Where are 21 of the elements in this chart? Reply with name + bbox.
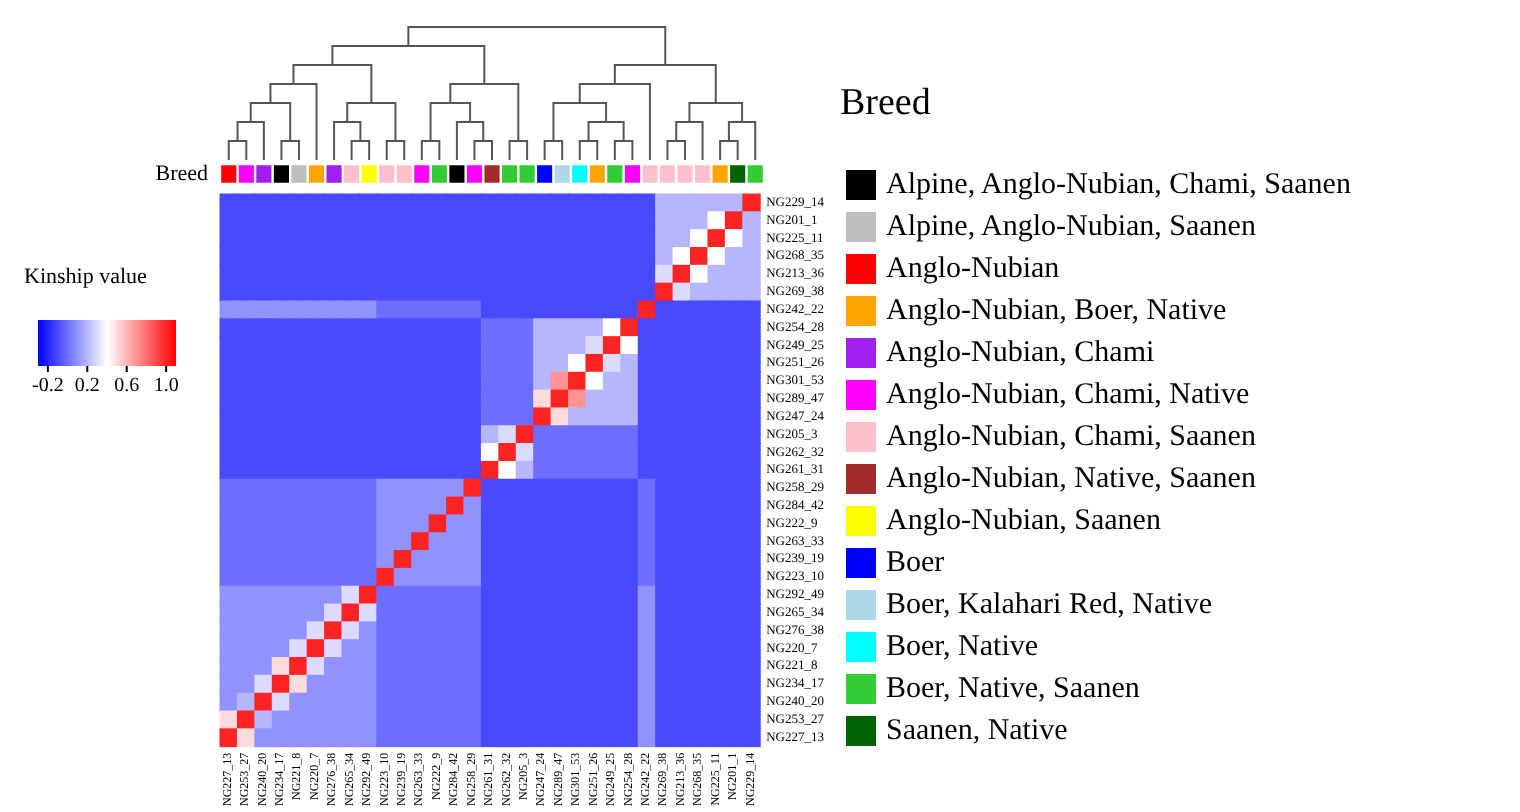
color-bar-label: 0.2 [74, 375, 100, 397]
color-bar-label: -0.2 [32, 375, 64, 397]
color-bar-label: 0.6 [114, 375, 140, 397]
legend-label: Boer, Native, Saanen [886, 673, 1141, 705]
color-bar-label: 1.0 [153, 375, 179, 397]
legend-label: Alpine, Anglo-Nubian, Chami, Saanen [886, 169, 1352, 201]
legend-label: Anglo-Nubian, Chami, Saanen [886, 421, 1257, 453]
legend-label: Anglo-Nubian [886, 253, 1061, 285]
legend-label: Alpine, Anglo-Nubian, Saanen [886, 211, 1257, 243]
legend-label: Saanen, Native [886, 715, 1069, 747]
legend-title: Breed [840, 82, 932, 124]
legend-label: Anglo-Nubian, Chami [886, 337, 1155, 369]
legend-label: Anglo-Nubian, Boer, Native [886, 295, 1228, 327]
legend-label: Boer [886, 547, 945, 579]
legend-label: Anglo-Nubian, Native, Saanen [886, 463, 1257, 495]
legend-label: Boer, Native [886, 631, 1039, 663]
y-axis-title: Breed [155, 162, 209, 186]
color-bar-title: Kinship value [24, 265, 148, 289]
legend-label: Anglo-Nubian, Chami, Native [886, 379, 1250, 411]
legend-label: Anglo-Nubian, Saanen [886, 505, 1162, 537]
legend-label: Boer, Kalahari Red, Native [886, 589, 1213, 621]
